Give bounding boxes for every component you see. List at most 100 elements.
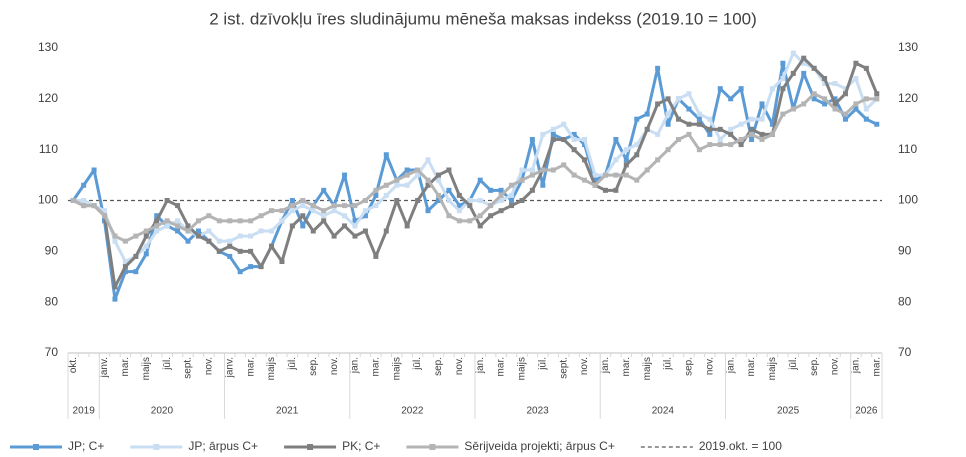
point bbox=[801, 60, 807, 66]
point bbox=[446, 187, 452, 193]
point bbox=[665, 147, 671, 153]
x-tick-label: mar. bbox=[120, 357, 131, 376]
y-tick-label: 130 bbox=[38, 40, 58, 54]
point bbox=[175, 218, 181, 224]
point bbox=[623, 162, 629, 168]
point bbox=[133, 269, 139, 275]
point bbox=[227, 218, 233, 224]
point bbox=[154, 218, 160, 224]
point bbox=[540, 167, 546, 173]
point bbox=[477, 213, 483, 219]
x-tick-label: maijs bbox=[642, 357, 653, 380]
point bbox=[853, 106, 859, 112]
x-tick-label: mar. bbox=[370, 357, 381, 376]
y2-tick-label: 70 bbox=[898, 345, 912, 359]
series-line bbox=[72, 56, 879, 289]
y2-tick-label: 90 bbox=[898, 244, 912, 258]
point bbox=[248, 218, 254, 224]
y2-tick-label: 130 bbox=[898, 40, 918, 54]
y-tick-label: 70 bbox=[45, 345, 59, 359]
point bbox=[561, 121, 567, 127]
point bbox=[571, 172, 577, 178]
point bbox=[686, 131, 692, 137]
point bbox=[352, 233, 358, 239]
point bbox=[456, 208, 462, 214]
x-tick-label: nov. bbox=[329, 357, 340, 375]
point bbox=[696, 121, 702, 127]
point bbox=[446, 213, 452, 219]
point bbox=[749, 137, 755, 142]
y-tick-label: 90 bbox=[45, 244, 59, 258]
point bbox=[602, 187, 608, 193]
point bbox=[404, 182, 410, 188]
y2-tick-label: 100 bbox=[898, 193, 918, 207]
point bbox=[310, 208, 316, 214]
series-line bbox=[72, 92, 877, 243]
point bbox=[822, 96, 828, 102]
point bbox=[842, 91, 848, 97]
point bbox=[863, 65, 869, 71]
point bbox=[488, 203, 494, 209]
year-label: 2026 bbox=[855, 406, 878, 417]
point bbox=[175, 223, 181, 229]
point bbox=[801, 70, 807, 76]
point bbox=[362, 198, 368, 203]
point bbox=[70, 198, 76, 203]
year-label: 2025 bbox=[777, 406, 800, 417]
point bbox=[362, 228, 368, 234]
point bbox=[769, 131, 775, 137]
point bbox=[842, 111, 848, 117]
point bbox=[321, 208, 327, 214]
point bbox=[676, 96, 681, 102]
point bbox=[362, 213, 368, 219]
point bbox=[749, 131, 755, 137]
point bbox=[415, 167, 421, 173]
point bbox=[112, 238, 118, 244]
point bbox=[571, 131, 577, 137]
x-tick-label: jan. bbox=[475, 357, 486, 374]
year-label: 2021 bbox=[276, 406, 299, 417]
point bbox=[738, 137, 744, 142]
point bbox=[310, 203, 316, 209]
point bbox=[216, 238, 222, 244]
x-tick-label: sept. bbox=[183, 357, 194, 379]
point bbox=[237, 218, 243, 224]
year-label: 2020 bbox=[151, 406, 174, 417]
point bbox=[561, 162, 567, 168]
point bbox=[655, 131, 661, 137]
point bbox=[801, 101, 807, 107]
point bbox=[811, 96, 817, 102]
y2-tick-label: 120 bbox=[898, 91, 918, 105]
point bbox=[331, 208, 337, 214]
point bbox=[863, 116, 869, 122]
point bbox=[759, 116, 765, 122]
point bbox=[331, 203, 337, 209]
x-tick-label: janv. bbox=[99, 357, 110, 378]
point bbox=[467, 218, 473, 224]
point bbox=[195, 228, 201, 234]
point bbox=[258, 264, 264, 270]
point bbox=[550, 137, 556, 142]
point bbox=[655, 101, 661, 107]
point bbox=[383, 228, 389, 234]
point bbox=[404, 172, 410, 178]
point bbox=[728, 142, 734, 148]
point bbox=[623, 172, 629, 178]
x-tick-label: mar. bbox=[621, 357, 632, 376]
point bbox=[279, 259, 285, 264]
legend-marker bbox=[33, 444, 39, 450]
point bbox=[321, 187, 327, 193]
point bbox=[738, 121, 744, 127]
x-tick-label: nov. bbox=[454, 357, 465, 375]
series-line bbox=[71, 61, 878, 301]
point bbox=[456, 192, 462, 198]
point bbox=[164, 223, 170, 229]
point bbox=[300, 203, 306, 209]
point bbox=[529, 172, 535, 178]
x-tick-label: maijs bbox=[767, 357, 778, 380]
x-tick-label: mar. bbox=[245, 357, 256, 376]
point bbox=[352, 223, 358, 229]
point bbox=[122, 269, 128, 275]
point bbox=[279, 218, 285, 224]
point bbox=[164, 198, 170, 203]
